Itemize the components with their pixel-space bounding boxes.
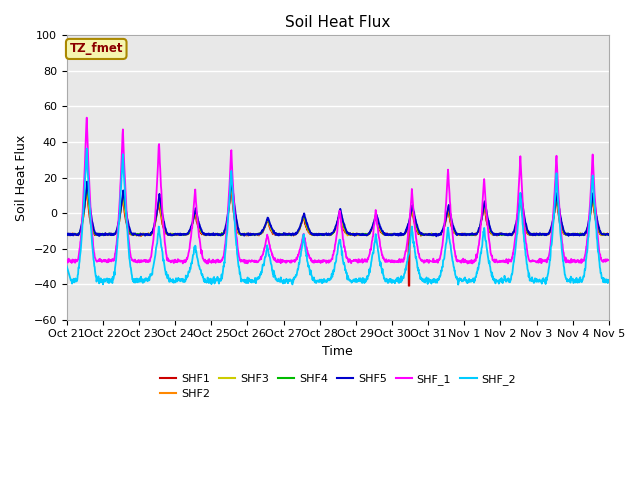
SHF3 xyxy=(228,180,236,186)
SHF_1 xyxy=(605,257,612,263)
Line: SHF1: SHF1 xyxy=(67,188,609,286)
SHF_2 xyxy=(244,277,252,283)
SHF4 xyxy=(170,231,178,237)
SHF_2 xyxy=(541,277,549,283)
SHF1 xyxy=(541,232,549,238)
SHF1 xyxy=(605,232,612,238)
SHF_1 xyxy=(171,259,179,265)
Line: SHF5: SHF5 xyxy=(67,179,609,236)
SHF3 xyxy=(63,231,70,237)
SHF_1 xyxy=(204,261,212,266)
SHF_2 xyxy=(83,146,91,152)
SHF2 xyxy=(184,232,191,238)
SHF5 xyxy=(433,233,440,239)
SHF2 xyxy=(171,231,179,237)
SHF5 xyxy=(422,231,430,237)
SHF4 xyxy=(493,231,501,237)
SHF2 xyxy=(63,232,70,238)
SHF3 xyxy=(430,233,438,239)
SHF5 xyxy=(184,231,191,237)
SHF1 xyxy=(63,232,70,238)
SHF3 xyxy=(170,231,178,237)
SHF4 xyxy=(228,180,236,185)
SHF_2 xyxy=(184,274,191,279)
SHF2 xyxy=(541,232,549,238)
SHF4 xyxy=(422,231,430,237)
SHF_2 xyxy=(422,276,430,282)
SHF2 xyxy=(493,231,501,237)
Title: Soil Heat Flux: Soil Heat Flux xyxy=(285,15,390,30)
SHF3 xyxy=(184,230,191,236)
SHF5 xyxy=(493,231,501,237)
SHF2 xyxy=(228,185,236,191)
SHF2 xyxy=(605,232,612,238)
SHF_1 xyxy=(541,257,549,263)
SHF1 xyxy=(244,233,252,239)
Line: SHF_2: SHF_2 xyxy=(67,149,609,285)
SHF1 xyxy=(422,233,430,239)
Text: TZ_fmet: TZ_fmet xyxy=(70,42,123,56)
SHF3 xyxy=(244,231,252,237)
Line: SHF4: SHF4 xyxy=(67,182,609,236)
SHF1 xyxy=(227,185,235,191)
Line: SHF3: SHF3 xyxy=(67,183,609,236)
SHF4 xyxy=(184,231,191,237)
Y-axis label: Soil Heat Flux: Soil Heat Flux xyxy=(15,134,28,221)
SHF5 xyxy=(63,231,70,237)
SHF4 xyxy=(63,232,70,238)
SHF5 xyxy=(605,232,612,238)
SHF_2 xyxy=(605,278,612,284)
SHF_1 xyxy=(493,260,501,265)
SHF4 xyxy=(605,232,612,238)
SHF5 xyxy=(541,232,549,238)
SHF_1 xyxy=(83,115,91,120)
SHF_2 xyxy=(63,264,70,269)
SHF_2 xyxy=(171,278,179,284)
SHF5 xyxy=(228,176,236,181)
SHF2 xyxy=(245,231,253,237)
SHF4 xyxy=(541,232,549,238)
SHF5 xyxy=(244,230,252,236)
SHF_1 xyxy=(422,257,430,263)
SHF4 xyxy=(429,233,436,239)
SHF3 xyxy=(493,231,501,237)
SHF3 xyxy=(422,231,430,237)
SHF_1 xyxy=(184,254,191,260)
SHF2 xyxy=(138,234,145,240)
SHF5 xyxy=(170,231,178,237)
Line: SHF2: SHF2 xyxy=(67,188,609,237)
SHF1 xyxy=(404,283,412,289)
SHF3 xyxy=(541,232,549,238)
SHF1 xyxy=(184,232,191,238)
SHF_1 xyxy=(245,258,253,264)
SHF_2 xyxy=(493,278,501,284)
SHF1 xyxy=(493,231,501,237)
SHF_1 xyxy=(63,259,70,265)
X-axis label: Time: Time xyxy=(323,345,353,358)
SHF2 xyxy=(422,232,430,238)
Line: SHF_1: SHF_1 xyxy=(67,118,609,264)
SHF_2 xyxy=(454,282,462,288)
SHF3 xyxy=(605,232,612,238)
SHF4 xyxy=(244,232,252,238)
SHF1 xyxy=(170,232,178,238)
Legend: SHF1, SHF2, SHF3, SHF4, SHF5, SHF_1, SHF_2: SHF1, SHF2, SHF3, SHF4, SHF5, SHF_1, SHF… xyxy=(156,369,520,404)
